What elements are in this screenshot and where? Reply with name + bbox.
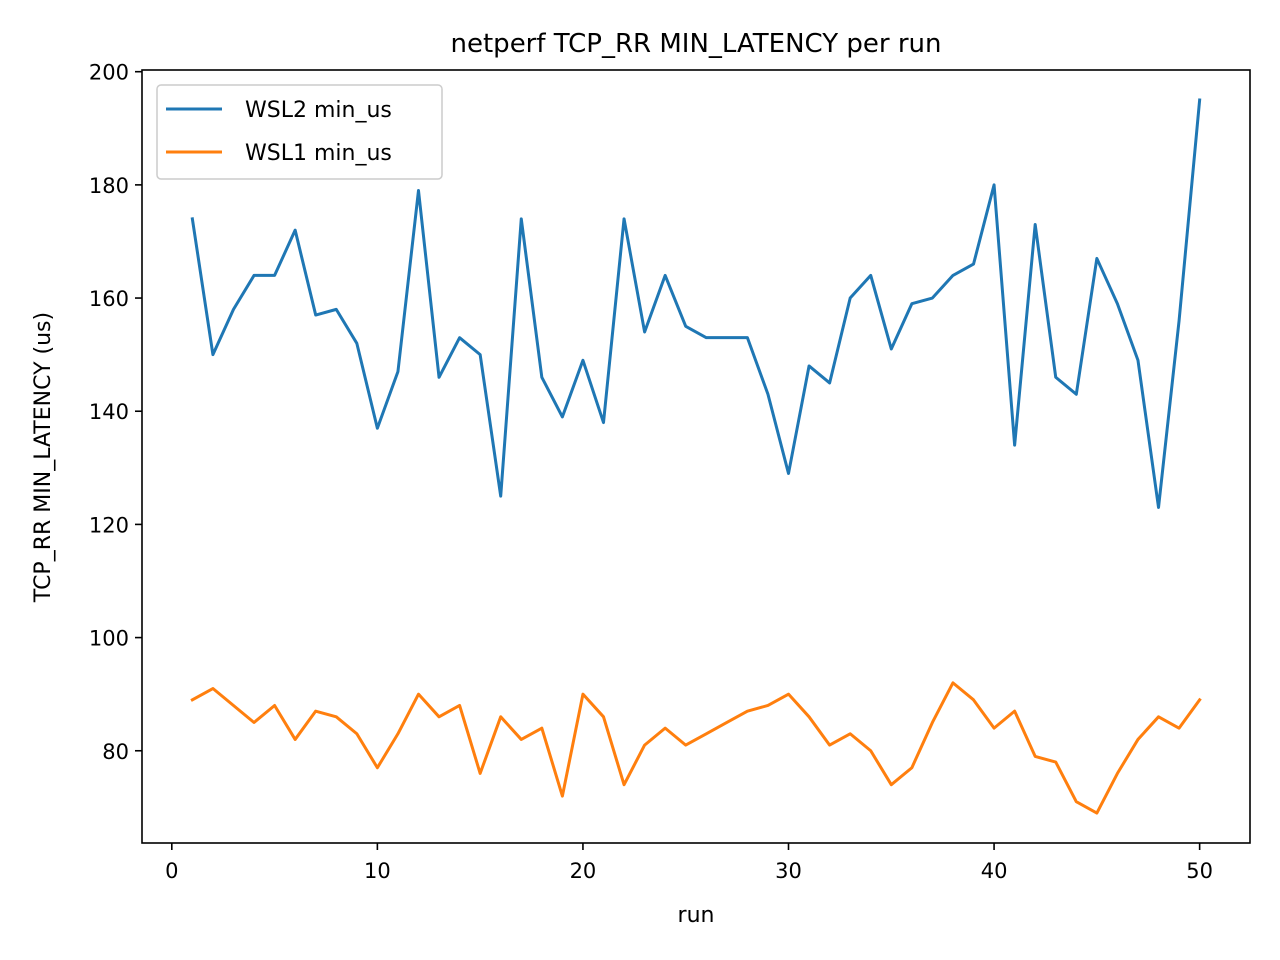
x-tick-label: 30: [775, 859, 802, 883]
y-tick-label: 140: [89, 400, 129, 424]
y-tick-label: 100: [89, 627, 129, 651]
x-tick-label: 50: [1186, 859, 1213, 883]
legend-label-1: WSL1 min_us: [245, 141, 392, 166]
y-axis-label: TCP_RR MIN_LATENCY (us): [31, 312, 56, 603]
y-tick-label: 180: [89, 174, 129, 198]
series-line-0: [190, 98, 1202, 509]
x-tick-label: 20: [570, 859, 597, 883]
chart-title: netperf TCP_RR MIN_LATENCY per run: [451, 29, 942, 59]
x-tick-label: 10: [364, 859, 391, 883]
y-tick-label: 160: [89, 287, 129, 311]
legend: [156, 84, 443, 180]
y-tick-label: 200: [89, 61, 129, 85]
x-tick-label: 40: [981, 859, 1008, 883]
x-tick-label: 0: [165, 859, 178, 883]
legend-label-0: WSL2 min_us: [245, 98, 392, 123]
y-tick-label: 80: [102, 740, 129, 764]
plot-frame: [141, 69, 1251, 844]
x-axis-label: run: [678, 903, 715, 928]
series-line-1: [190, 681, 1202, 815]
y-tick-label: 120: [89, 513, 129, 537]
